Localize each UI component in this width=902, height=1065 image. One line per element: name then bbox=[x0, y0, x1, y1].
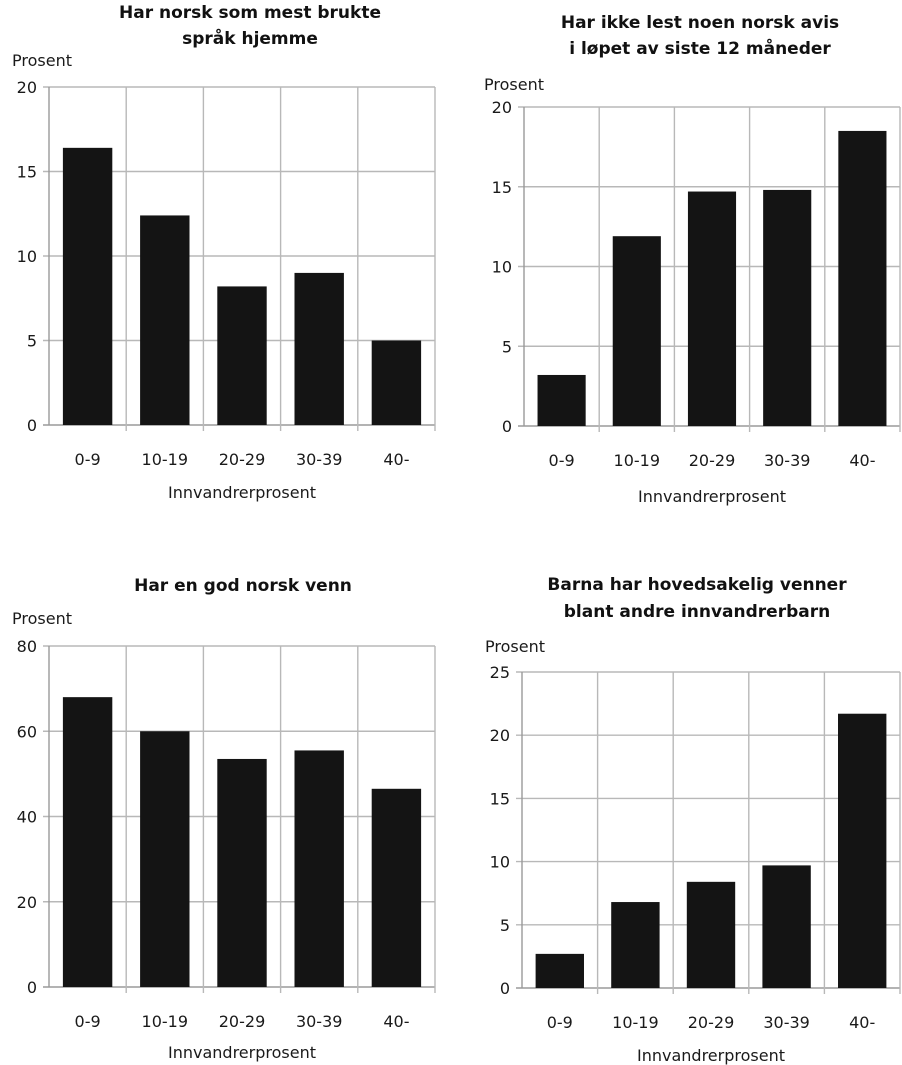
bar-40- bbox=[371, 788, 422, 987]
y-tick-label: 20 bbox=[490, 726, 510, 745]
y-tick-label: 60 bbox=[17, 722, 37, 741]
chart-title-line: Barna har hovedsakelig venner bbox=[547, 575, 847, 595]
y-tick-label: 0 bbox=[27, 416, 37, 435]
bar-30-39 bbox=[294, 272, 344, 425]
y-tick-label: 15 bbox=[490, 789, 510, 808]
y-tick-label: 20 bbox=[17, 893, 37, 912]
x-tick-label: 0-9 bbox=[75, 1012, 101, 1031]
x-tick-label: 30-39 bbox=[296, 450, 343, 469]
x-tick-label: 30-39 bbox=[763, 1013, 810, 1032]
x-axis-label: Innvandrerprosent bbox=[168, 1043, 316, 1062]
chart-panel-3: Har en god norsk venn Prosent 0 20 40 60 80 0-9… bbox=[12, 576, 436, 1062]
bar-10-19 bbox=[611, 902, 660, 988]
chart-title-line: blant andre innvandrerbarn bbox=[564, 602, 830, 622]
bar-40- bbox=[838, 713, 887, 988]
y-tick-label: 0 bbox=[27, 978, 37, 997]
x-tick-label: 0-9 bbox=[75, 450, 101, 469]
x-tick-label: 10-19 bbox=[142, 1012, 189, 1031]
y-tick-label: 15 bbox=[17, 163, 37, 182]
y-tick-label: 10 bbox=[492, 258, 512, 277]
chart-panel-4: Barna har hovedsakelig venner blant andre… bbox=[485, 575, 901, 1065]
bar-20-29 bbox=[686, 881, 736, 988]
bar-10-19 bbox=[140, 215, 190, 425]
chart-panel-1: Har norsk som mest brukte språk hjemme Pro… bbox=[12, 3, 436, 502]
bar-30-39 bbox=[762, 865, 811, 988]
x-axis-label: Innvandrerprosent bbox=[638, 487, 786, 506]
x-tick-label: 40- bbox=[383, 1012, 409, 1031]
chart-title-line: i løpet av siste 12 måneder bbox=[569, 37, 831, 59]
bar-20-29 bbox=[217, 758, 267, 987]
bar-0-9 bbox=[535, 953, 584, 988]
y-tick-label: 5 bbox=[502, 337, 512, 356]
y-tick-label: 15 bbox=[492, 178, 512, 197]
bar-30-39 bbox=[763, 189, 812, 426]
x-tick-label: 20-29 bbox=[219, 1012, 266, 1031]
chart-panel-2: Har ikke lest noen norsk avis i løpet av … bbox=[484, 13, 901, 506]
y-tick-label: 0 bbox=[500, 979, 510, 998]
y-tick-label: 5 bbox=[500, 916, 510, 935]
y-tick-label: 25 bbox=[490, 663, 510, 682]
y-axis-label: Prosent bbox=[12, 609, 72, 628]
x-tick-label: 0-9 bbox=[549, 451, 575, 470]
x-tick-label: 20-29 bbox=[689, 451, 736, 470]
x-tick-label: 10-19 bbox=[612, 1013, 659, 1032]
bar-0-9 bbox=[62, 147, 113, 425]
chart-title-line: språk hjemme bbox=[182, 27, 318, 49]
y-axis-label: Prosent bbox=[484, 75, 544, 94]
x-tick-label: 40- bbox=[383, 450, 409, 469]
x-axis-label: Innvandrerprosent bbox=[637, 1046, 785, 1065]
chart-title-line: Har ikke lest noen norsk avis bbox=[561, 13, 839, 33]
bar-20-29 bbox=[687, 191, 737, 426]
y-axis-label: Prosent bbox=[485, 637, 545, 656]
bar-40- bbox=[838, 130, 887, 427]
y-tick-label: 0 bbox=[502, 417, 512, 436]
y-tick-label: 10 bbox=[17, 247, 37, 266]
y-tick-label: 20 bbox=[17, 78, 37, 97]
x-tick-label: 20-29 bbox=[688, 1013, 735, 1032]
bar-10-19 bbox=[612, 236, 661, 426]
x-tick-label: 10-19 bbox=[142, 450, 189, 469]
x-tick-label: 30-39 bbox=[296, 1012, 343, 1031]
y-tick-label: 40 bbox=[17, 808, 37, 827]
bar-20-29 bbox=[217, 286, 267, 425]
chart-title-line: Har norsk som mest brukte bbox=[119, 3, 381, 23]
x-tick-label: 40- bbox=[849, 1013, 875, 1032]
x-tick-label: 30-39 bbox=[764, 451, 811, 470]
y-tick-label: 20 bbox=[492, 98, 512, 117]
bar-40- bbox=[371, 340, 422, 425]
y-axis-label: Prosent bbox=[12, 51, 72, 70]
x-tick-label: 40- bbox=[849, 451, 875, 470]
y-tick-label: 80 bbox=[17, 637, 37, 656]
bar-0-9 bbox=[537, 374, 586, 426]
bar-30-39 bbox=[294, 750, 344, 987]
bar-10-19 bbox=[140, 731, 190, 987]
y-tick-label: 10 bbox=[490, 853, 510, 872]
x-axis-label: Innvandrerprosent bbox=[168, 483, 316, 502]
y-tick-label: 5 bbox=[27, 332, 37, 351]
chart-title-line: Har en god norsk venn bbox=[134, 576, 352, 596]
x-tick-label: 20-29 bbox=[219, 450, 266, 469]
bar-0-9 bbox=[62, 697, 113, 987]
x-tick-label: 10-19 bbox=[614, 451, 661, 470]
x-tick-label: 0-9 bbox=[547, 1013, 573, 1032]
